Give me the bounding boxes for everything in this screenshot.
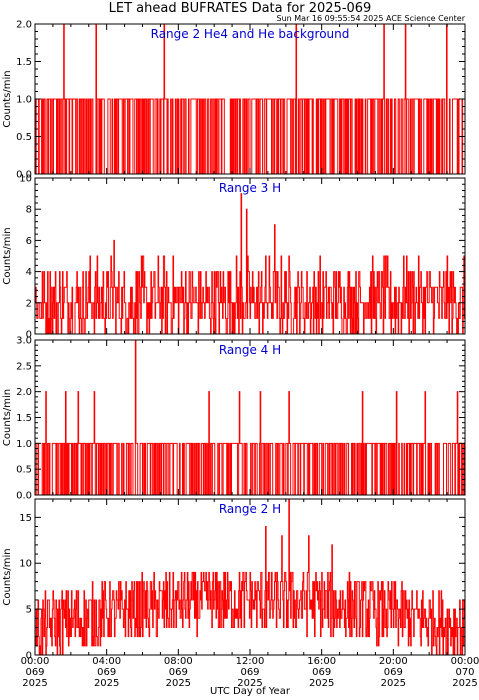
y-tick-label: 0 [26,651,32,662]
panel-title: Range 4 H [219,343,281,357]
chart-subtitle: Sun Mar 16 09:55:54 2025 ACE Science Cen… [277,14,466,23]
y-tick-label: 3.0 [16,336,32,347]
panel-title: Range 2 He4 and He background [151,27,350,41]
x-tick-label: 04:00 [92,656,121,667]
x-tick-label: 2025 [309,678,334,689]
series-line [35,193,465,335]
panel-3: 0.0 0.5 1.0 1.5 2.0 2.5 3.0 Counts/min Range 4 H [2,336,466,502]
y-tick-label: 6 [26,236,32,247]
y-axis-label: Counts/min [2,389,13,446]
panel-1: 0.0 0.5 1.0 1.5 2.0 Counts/min Range 2 He4 and… [2,20,466,181]
y-tick-label: 5 [26,605,32,616]
y-tick-label: 8 [26,205,32,216]
y-tick-label: 0.5 [16,132,32,143]
plot-frame [34,339,466,496]
y-tick-label: 10 [19,559,32,570]
series-line [35,498,465,656]
y-tick-label: 1.0 [16,439,32,450]
x-tick-label: 069 [312,667,331,678]
x-tick-label: 16:00 [307,656,336,667]
x-tick-label: 069 [97,667,116,678]
y-tick-label: 1.0 [16,95,32,106]
panel-title: Range 2 H [219,502,281,516]
x-tick-label: 00:00 [21,656,50,667]
y-axis-label: Counts/min [2,227,13,284]
y-tick-label: 2.0 [16,387,32,398]
y-tick-label: 0.0 [16,491,32,502]
y-tick-label: 2 [26,298,32,309]
y-tick-label: 0.0 [16,170,32,181]
x-tick-label: 20:00 [379,656,408,667]
x-tick-label: 069 [25,667,44,678]
x-tick-label: 2025 [237,678,262,689]
x-tick-label: 08:00 [164,656,193,667]
chart-title: LET ahead BUFRATES Data for 2025-069 [109,1,372,16]
y-tick-label: 4 [26,267,32,278]
y-tick-label: 1.5 [16,413,32,424]
x-tick-label: 069 [384,667,403,678]
x-tick-label: 069 [169,667,188,678]
x-tick-label: 2025 [381,678,406,689]
panel-title: Range 3 H [219,181,281,195]
x-tick-label: 2025 [166,678,191,689]
x-tick-label: 00:00 [451,656,479,667]
y-axis-label: Counts/min [2,70,13,127]
x-axis-label: UTC Day of Year [210,686,291,697]
x-axis: 00:00069202504:00069202508:00069202512:0… [21,656,479,689]
y-tick-label: 10 [19,174,32,185]
panel-4: 0 5 10 15 Counts/min Range 2 H [2,498,466,662]
x-tick-label: 069 [240,667,259,678]
y-tick-label: 1.5 [16,57,32,68]
y-tick-label: 0 [26,330,32,341]
x-tick-label: 12:00 [236,656,265,667]
y-tick-label: 0.5 [16,465,32,476]
series-line [35,339,465,496]
x-tick-label: 2025 [94,678,119,689]
y-tick-label: 2.0 [16,20,32,31]
x-tick-label: 2025 [452,678,477,689]
x-tick-label: 2025 [22,678,47,689]
y-tick-label: 15 [19,513,32,524]
y-tick-label: 2.5 [16,361,32,372]
x-tick-label: 070 [455,667,474,678]
panel-2: 0 2 4 6 8 10 Counts/min Range 3 H [2,174,466,341]
y-axis-label: Counts/min [2,548,13,605]
series-line [35,23,465,175]
